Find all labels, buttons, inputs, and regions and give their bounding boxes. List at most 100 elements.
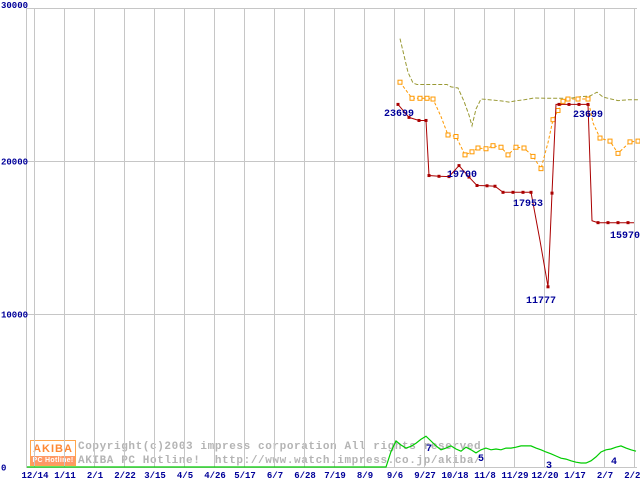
x-tick-label: 6/28 bbox=[294, 471, 316, 480]
copyright-line2: AKIBA PC Hotline! http://www.watch.impre… bbox=[78, 455, 482, 467]
gridlines bbox=[26, 8, 637, 468]
y-axis-tick-labels: 30000 20000 10000 0 bbox=[1, 1, 28, 474]
x-tick-label: 1/11 bbox=[54, 471, 76, 480]
series-lowest-price bbox=[396, 102, 634, 289]
data-point-marker bbox=[490, 143, 496, 149]
x-tick-label: 7/19 bbox=[324, 471, 346, 480]
x-tick-label: 11/8 bbox=[474, 471, 496, 480]
data-point-marker bbox=[606, 221, 610, 225]
data-point-marker bbox=[635, 138, 640, 144]
x-tick-label: 4/5 bbox=[177, 471, 193, 480]
x-tick-label: 2/7 bbox=[597, 471, 613, 480]
y-tick-label: 10000 bbox=[1, 311, 28, 321]
data-point-marker bbox=[457, 164, 461, 168]
data-point-marker bbox=[557, 102, 561, 106]
value-label: 19700 bbox=[447, 170, 477, 181]
data-point-marker bbox=[596, 221, 600, 225]
data-point-marker bbox=[397, 79, 403, 85]
data-point-marker bbox=[475, 145, 481, 151]
x-tick-label: 5/17 bbox=[234, 471, 256, 480]
data-point-marker bbox=[626, 221, 630, 225]
y-tick-label: 0 bbox=[1, 464, 6, 474]
value-label: 11777 bbox=[526, 296, 556, 307]
data-point-marker bbox=[607, 138, 613, 144]
data-point-marker bbox=[407, 115, 411, 119]
data-point-marker bbox=[586, 102, 590, 106]
data-point-marker bbox=[505, 152, 511, 158]
value-label: 23699 bbox=[384, 109, 414, 120]
value-label: 15970 bbox=[610, 231, 640, 242]
data-point-marker bbox=[577, 102, 581, 106]
x-axis-tick-labels: 12/14 1/11 2/1 2/22 3/15 4/5 4/26 5/17 6/7 6/28 7/… bbox=[21, 471, 640, 480]
data-point-marker bbox=[493, 184, 497, 188]
data-point-marker bbox=[445, 132, 451, 138]
x-tick-label: 9/6 bbox=[387, 471, 403, 480]
x-tick-label: 4/26 bbox=[204, 471, 226, 480]
series-shop-count bbox=[27, 435, 637, 468]
data-point-marker bbox=[521, 145, 527, 151]
akiba-logo: AKIBA PC Hotline! bbox=[30, 440, 76, 466]
data-point-marker bbox=[430, 96, 436, 102]
x-tick-label: 10/18 bbox=[441, 471, 468, 480]
data-point-marker bbox=[447, 175, 451, 179]
data-point-marker bbox=[585, 96, 591, 102]
data-point-marker bbox=[485, 184, 489, 188]
data-point-marker bbox=[538, 166, 544, 172]
x-tick-label: 11/29 bbox=[501, 471, 528, 480]
data-point-marker bbox=[529, 190, 533, 194]
data-point-marker bbox=[469, 149, 475, 155]
data-point-marker bbox=[575, 96, 581, 102]
x-tick-label: 8/9 bbox=[357, 471, 373, 480]
data-point-marker bbox=[521, 190, 525, 194]
data-point-marker bbox=[530, 153, 536, 159]
data-point-marker bbox=[567, 102, 571, 106]
x-tick-label: 9/27 bbox=[414, 471, 436, 480]
value-label: 7 bbox=[426, 444, 432, 455]
x-tick-label: 12/20 bbox=[531, 471, 558, 480]
data-point-marker bbox=[475, 183, 479, 187]
data-point-marker bbox=[396, 102, 400, 106]
data-point-marker bbox=[417, 95, 423, 101]
data-point-marker bbox=[483, 146, 489, 152]
x-tick-label: 12/14 bbox=[21, 471, 49, 480]
x-tick-label: 3/15 bbox=[144, 471, 166, 480]
data-point-marker bbox=[565, 96, 571, 102]
data-point-marker bbox=[511, 190, 515, 194]
value-label: 23699 bbox=[573, 110, 603, 121]
x-tick-label: 6/7 bbox=[267, 471, 283, 480]
x-tick-label: 2/22 bbox=[114, 471, 136, 480]
x-tick-label: 1/17 bbox=[564, 471, 586, 480]
akiba-logo-text: AKIBA bbox=[33, 443, 73, 455]
akiba-logo-subtext: PC Hotline! bbox=[31, 456, 75, 465]
value-labels: 23699 19700 17953 11777 23699 15970 7 5 3 4 bbox=[384, 109, 640, 472]
data-point-marker bbox=[546, 285, 550, 289]
data-point-marker bbox=[424, 95, 430, 101]
value-label: 17953 bbox=[513, 199, 543, 210]
data-point-marker bbox=[550, 191, 554, 195]
data-point-marker bbox=[560, 98, 566, 104]
series-highest-price bbox=[399, 38, 638, 128]
data-point-marker bbox=[409, 95, 415, 101]
y-tick-label: 20000 bbox=[1, 158, 28, 168]
x-tick-label: 2/1 bbox=[87, 471, 104, 480]
data-point-marker bbox=[501, 190, 505, 194]
data-point-marker bbox=[513, 144, 519, 150]
data-point-marker bbox=[437, 174, 441, 178]
data-point-marker bbox=[627, 139, 633, 145]
y-tick-label: 30000 bbox=[1, 1, 28, 11]
data-point-marker bbox=[555, 108, 561, 114]
data-point-marker bbox=[550, 117, 556, 123]
data-point-marker bbox=[424, 118, 428, 122]
value-label: 3 bbox=[546, 461, 552, 472]
data-point-marker bbox=[615, 150, 621, 156]
data-point-marker bbox=[616, 221, 620, 225]
x-tick-label: 2/28 bbox=[624, 471, 640, 480]
data-point-marker bbox=[467, 175, 471, 179]
value-label: 4 bbox=[611, 457, 617, 468]
data-point-marker bbox=[462, 152, 468, 158]
data-point-marker bbox=[453, 134, 459, 140]
data-point-marker bbox=[597, 135, 603, 141]
data-point-marker bbox=[498, 144, 504, 150]
